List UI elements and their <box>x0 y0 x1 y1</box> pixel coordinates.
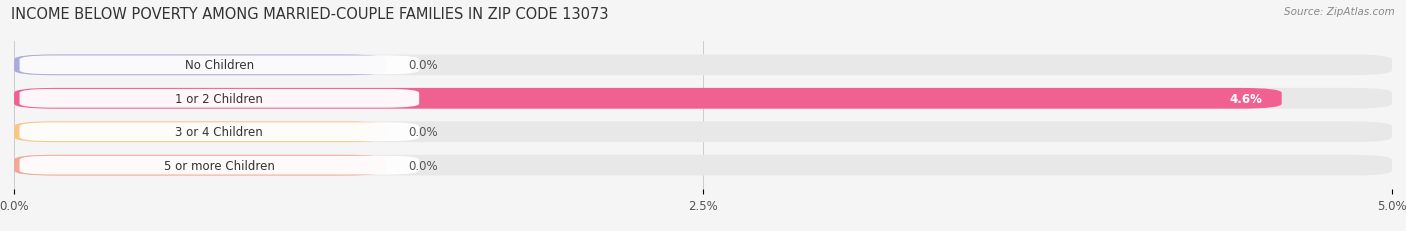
Text: 4.6%: 4.6% <box>1229 92 1263 105</box>
FancyBboxPatch shape <box>14 88 1392 109</box>
Text: 0.0%: 0.0% <box>408 126 437 139</box>
FancyBboxPatch shape <box>14 122 1392 143</box>
FancyBboxPatch shape <box>14 88 1282 109</box>
Text: 1 or 2 Children: 1 or 2 Children <box>176 92 263 105</box>
FancyBboxPatch shape <box>20 156 419 175</box>
FancyBboxPatch shape <box>14 55 1392 76</box>
FancyBboxPatch shape <box>14 155 1392 176</box>
FancyBboxPatch shape <box>20 90 419 108</box>
Text: INCOME BELOW POVERTY AMONG MARRIED-COUPLE FAMILIES IN ZIP CODE 13073: INCOME BELOW POVERTY AMONG MARRIED-COUPL… <box>11 7 609 22</box>
FancyBboxPatch shape <box>20 56 419 75</box>
Text: 3 or 4 Children: 3 or 4 Children <box>176 126 263 139</box>
Text: 0.0%: 0.0% <box>408 159 437 172</box>
Text: 0.0%: 0.0% <box>408 59 437 72</box>
FancyBboxPatch shape <box>14 122 387 143</box>
Text: Source: ZipAtlas.com: Source: ZipAtlas.com <box>1284 7 1395 17</box>
FancyBboxPatch shape <box>14 155 387 176</box>
FancyBboxPatch shape <box>20 123 419 141</box>
FancyBboxPatch shape <box>14 55 387 76</box>
Text: 5 or more Children: 5 or more Children <box>165 159 274 172</box>
Text: No Children: No Children <box>184 59 254 72</box>
